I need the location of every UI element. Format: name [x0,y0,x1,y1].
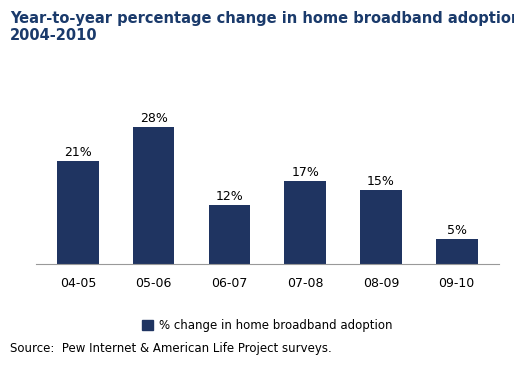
Bar [57,161,99,264]
Bar [284,180,326,264]
Text: Year-to-year percentage change in home broadband adoption,
2004-2010: Year-to-year percentage change in home b… [10,11,514,44]
Text: 12%: 12% [215,190,243,203]
Text: 15%: 15% [367,175,395,188]
Bar [436,239,478,264]
Bar [133,127,174,264]
Text: 5%: 5% [447,224,467,237]
Text: 21%: 21% [64,146,91,159]
Text: 17%: 17% [291,165,319,179]
Legend: % change in home broadband adoption: % change in home broadband adoption [137,314,398,337]
Text: Source:  Pew Internet & American Life Project surveys.: Source: Pew Internet & American Life Pro… [10,342,332,355]
Bar [209,205,250,264]
Bar [360,190,402,264]
Text: 28%: 28% [140,112,168,125]
